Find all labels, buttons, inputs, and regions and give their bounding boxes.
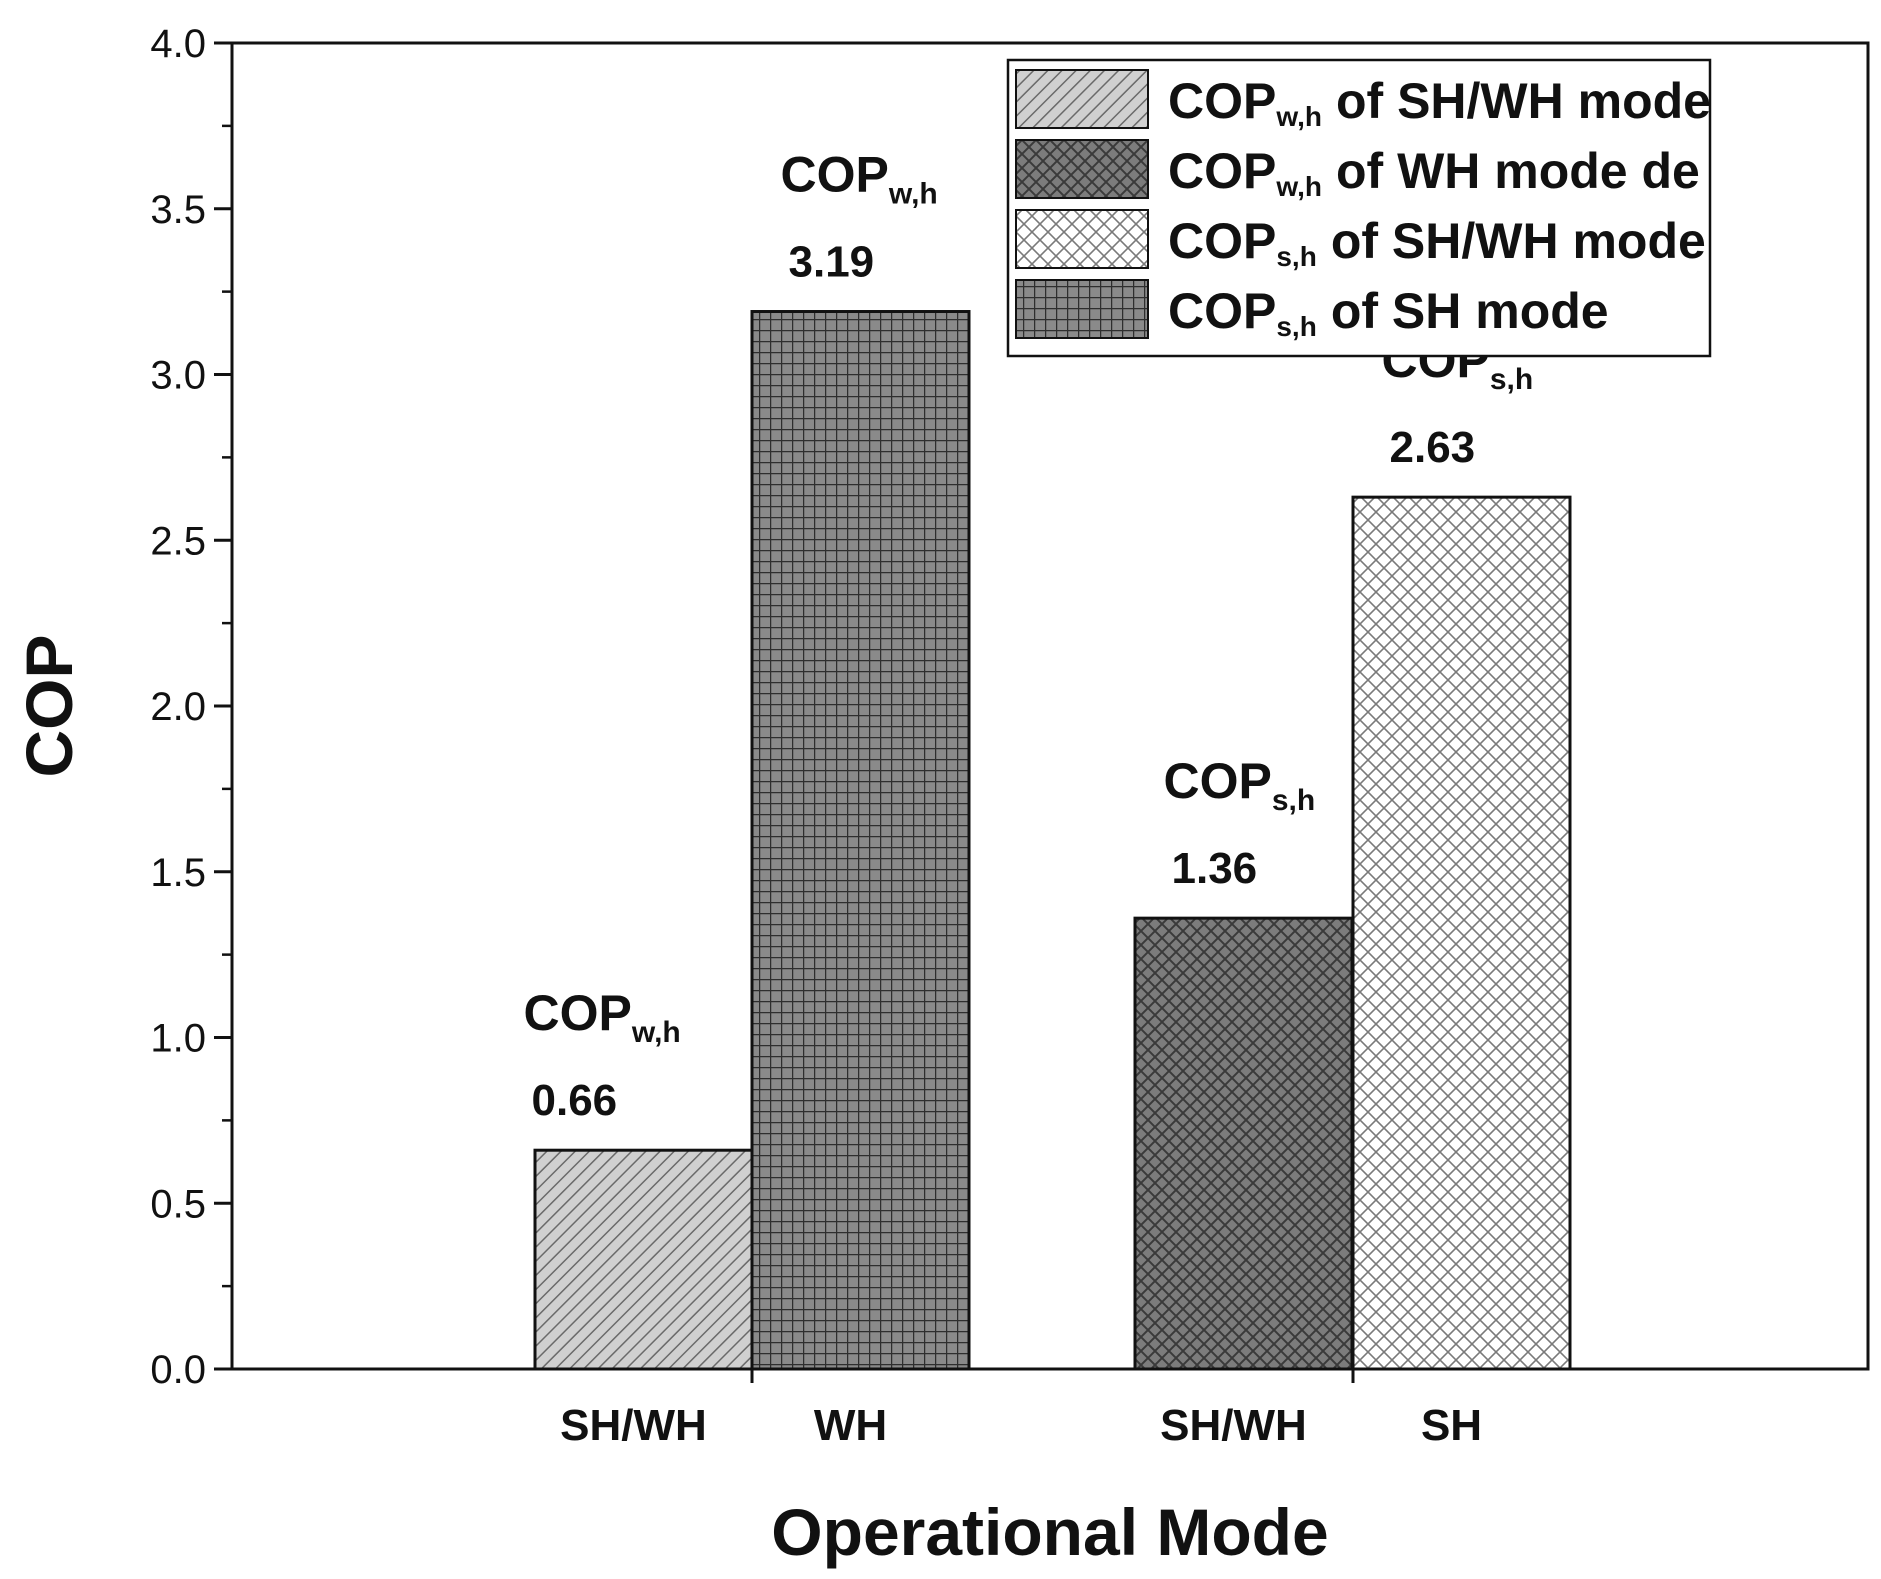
x-category-label-1: WH xyxy=(814,1401,887,1450)
bars-group xyxy=(533,310,1572,1371)
legend-swatch-1 xyxy=(1015,139,1149,199)
y-axis: 0.0 0.5 1.0 1.5 2.0 2.5 3.0 3.5 4.0 xyxy=(150,22,232,1392)
bar-prefix-0: COPw,h xyxy=(524,985,681,1049)
x-category-label-3: SH xyxy=(1421,1401,1482,1450)
x-axis-title: Operational Mode xyxy=(771,1495,1328,1569)
bar-prefix-sub-1: w,h xyxy=(888,178,938,211)
bar-value-label-2: 1.36 xyxy=(1172,844,1258,893)
x-axis-categories: SH/WH WH SH/WH SH xyxy=(560,1369,1482,1450)
y-axis-title: COP xyxy=(12,634,86,777)
bar-prefix-sub-3: s,h xyxy=(1490,363,1533,396)
bar-2 xyxy=(1133,916,1354,1371)
bar-prefix-1: COPw,h xyxy=(781,147,938,211)
legend: COPw,h of SH/WH mode COPw,h of WH mode de CO… xyxy=(1006,58,1712,358)
y-tick-label: 4.0 xyxy=(150,22,206,66)
bar-value-label-1: 3.19 xyxy=(789,238,875,287)
y-tick-label: 3.5 xyxy=(150,188,206,232)
x-category-label-2: SH/WH xyxy=(1160,1401,1307,1450)
y-tick-label: 1.5 xyxy=(150,851,206,895)
legend-swatch-2 xyxy=(1015,209,1149,269)
x-category-label-0: SH/WH xyxy=(560,1401,707,1450)
legend-label-0: COPw,h of SH/WH mode xyxy=(1168,73,1711,132)
legend-swatch-3 xyxy=(1015,279,1149,339)
y-tick-label: 0.0 xyxy=(150,1348,206,1392)
bar-value-label-0: 0.66 xyxy=(532,1076,618,1125)
y-tick-label: 3.0 xyxy=(150,354,206,398)
bar-prefix-2: COPs,h xyxy=(1164,753,1316,817)
legend-label-1: COPw,h of WH mode de xyxy=(1168,143,1700,202)
y-tick-label: 1.0 xyxy=(150,1017,206,1061)
bar-prefix-sub-0: w,h xyxy=(631,1016,681,1049)
bar-value-label-3: 2.63 xyxy=(1390,423,1476,472)
bar-prefix-sub-2: s,h xyxy=(1272,784,1315,817)
bar-0 xyxy=(533,1148,754,1371)
bar-1 xyxy=(750,310,971,1371)
legend-label-2: COPs,h of SH/WH mode xyxy=(1168,213,1706,272)
y-tick-label: 2.0 xyxy=(150,685,206,729)
legend-label-3: COPs,h of SH mode xyxy=(1168,283,1609,342)
legend-swatch-0 xyxy=(1015,69,1149,129)
y-tick-label: 0.5 xyxy=(150,1182,206,1226)
y-tick-label: 2.5 xyxy=(150,519,206,563)
bar-3 xyxy=(1351,495,1572,1371)
